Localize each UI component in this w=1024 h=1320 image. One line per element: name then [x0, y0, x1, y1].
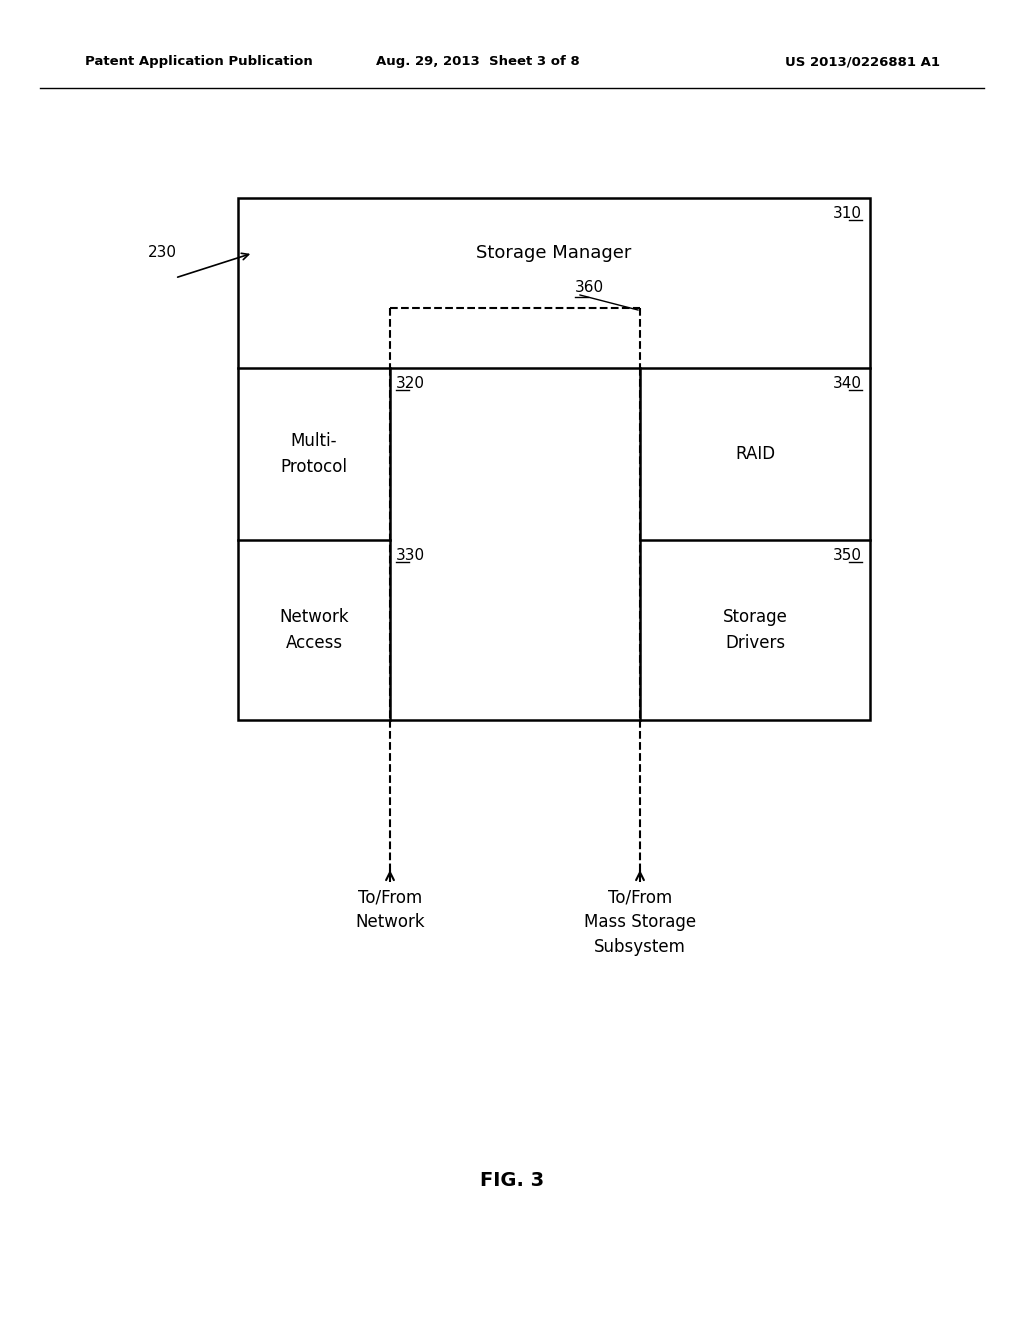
- Text: 340: 340: [833, 376, 862, 391]
- Text: 310: 310: [833, 206, 862, 220]
- Text: Multi-
Protocol: Multi- Protocol: [281, 433, 347, 475]
- Text: Storage Manager: Storage Manager: [476, 244, 632, 261]
- Text: To/From
Mass Storage
Subsystem: To/From Mass Storage Subsystem: [584, 888, 696, 956]
- Text: 320: 320: [396, 376, 425, 391]
- Text: Aug. 29, 2013  Sheet 3 of 8: Aug. 29, 2013 Sheet 3 of 8: [376, 55, 580, 69]
- Text: Network
Access: Network Access: [280, 609, 349, 652]
- Text: 230: 230: [148, 246, 177, 260]
- Text: US 2013/0226881 A1: US 2013/0226881 A1: [785, 55, 940, 69]
- Text: 330: 330: [396, 548, 425, 564]
- Text: FIG. 3: FIG. 3: [480, 1171, 544, 1189]
- Text: To/From
Network: To/From Network: [355, 888, 425, 931]
- Bar: [238, 198, 870, 719]
- Text: 360: 360: [575, 280, 604, 294]
- Text: 350: 350: [833, 548, 862, 564]
- Text: Patent Application Publication: Patent Application Publication: [85, 55, 312, 69]
- Text: Storage
Drivers: Storage Drivers: [723, 609, 787, 652]
- Text: RAID: RAID: [735, 445, 775, 463]
